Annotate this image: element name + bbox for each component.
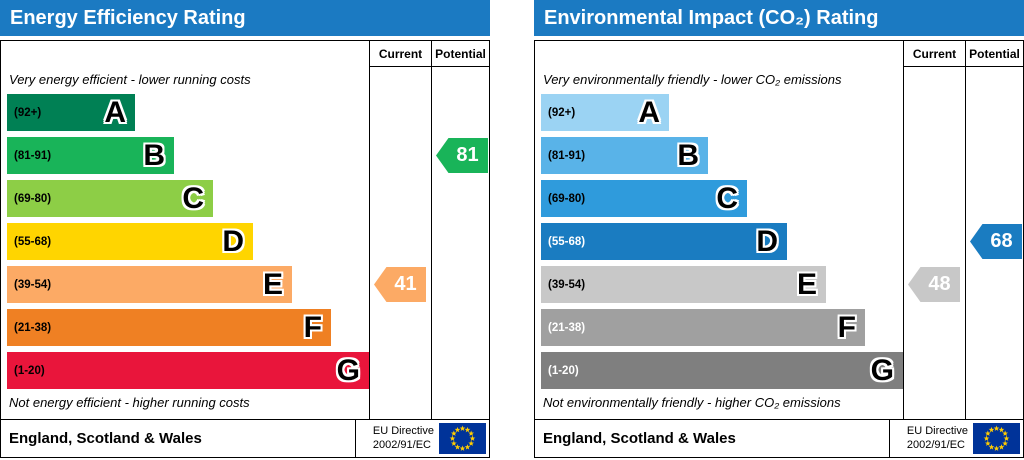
potential-rating-value: 68 [990,230,1013,252]
band-letter: F [303,310,322,344]
current-rating-arrow: 41 [374,267,426,302]
band-letter: C [716,181,738,215]
band-row-g: (1-20) G [535,349,903,392]
band-range-label: (55-68) [548,235,586,248]
band-row-g: (1-20) G [1,349,369,392]
eu-flag-icon [973,423,1020,454]
band-bar-f: (21-38) F [541,309,865,346]
band-bar-a: (92+) A [7,94,135,131]
potential-rating-value: 81 [456,144,479,166]
current-column-header: Current [369,41,431,67]
band-range-label: (55-68) [14,235,52,248]
band-range-label: (81-91) [548,149,586,162]
band-list: (92+) A (81-91) B (69-80) C [1,91,369,392]
energy-rating-chart: Current Potential Very energy efficient … [0,40,490,458]
band-letter: E [262,267,283,301]
footer-directive-section: EU Directive 2002/91/EC [355,420,489,457]
band-letter: B [677,138,699,172]
band-range-label: (39-54) [14,278,52,291]
band-letter: A [638,95,660,129]
band-bar-b: (81-91) B [541,137,708,174]
current-rating-column: 41 [369,67,431,419]
band-range-label: (69-80) [14,192,52,205]
potential-rating-arrow: 68 [970,224,1022,259]
band-bar-e: (39-54) E [541,266,826,303]
current-column-header: Current [903,41,965,67]
band-row-e: (39-54) E [1,263,369,306]
band-range-label: (81-91) [14,149,52,162]
band-range-label: (21-38) [14,321,52,334]
band-bar-c: (69-80) C [541,180,747,217]
band-row-d: (55-68) D [1,220,369,263]
footer-directive-section: EU Directive 2002/91/EC [889,420,1023,457]
band-bar-e: (39-54) E [7,266,292,303]
panel-footer: England, Scotland & Wales EU Directive 2… [535,419,1023,457]
band-list: (92+) A (81-91) B (69-80) C [535,91,903,392]
bottom-note: Not environmentally friendly - higher CO… [543,395,841,410]
band-range-label: (39-54) [548,278,586,291]
current-rating-value: 48 [928,273,951,295]
top-note: Very energy efficient - lower running co… [9,72,251,87]
bottom-note: Not energy efficient - higher running co… [9,395,250,410]
band-letter: E [796,267,817,301]
band-bar-f: (21-38) F [7,309,331,346]
band-bar-c: (69-80) C [7,180,213,217]
potential-rating-column: 68 [965,67,1023,419]
band-letter: G [870,353,894,387]
footer-region-label: England, Scotland & Wales [543,430,736,447]
eu-directive-label: EU Directive 2002/91/EC [372,424,434,451]
panel-footer: England, Scotland & Wales EU Directive 2… [1,419,489,457]
band-range-label: (1-20) [548,364,579,377]
corner-cell [535,41,903,67]
band-range-label: (21-38) [548,321,586,334]
band-bar-g: (1-20) G [7,352,369,389]
band-range-label: (1-20) [14,364,45,377]
band-bar-a: (92+) A [541,94,669,131]
co2-rating-chart: Current Potential Very environmentally f… [534,40,1024,458]
potential-column-header: Potential [431,41,489,67]
band-row-c: (69-80) C [1,177,369,220]
band-bar-g: (1-20) G [541,352,903,389]
band-letter: D [222,224,244,258]
eu-flag-icon [439,423,486,454]
band-scale: Very energy efficient - lower running co… [1,67,369,419]
corner-cell [1,41,369,67]
band-range-label: (92+) [14,106,42,119]
band-bar-b: (81-91) B [7,137,174,174]
band-row-d: (55-68) D [535,220,903,263]
band-row-b: (81-91) B [535,134,903,177]
panel-title: Environmental Impact (CO₂) Rating [534,0,1024,36]
band-letter: A [104,95,126,129]
current-rating-column: 48 [903,67,965,419]
band-row-f: (21-38) F [535,306,903,349]
band-range-label: (69-80) [548,192,586,205]
band-letter: C [182,181,204,215]
band-letter: B [143,138,165,172]
band-row-f: (21-38) F [1,306,369,349]
band-range-label: (92+) [548,106,576,119]
potential-column-header: Potential [965,41,1023,67]
potential-rating-column: 81 [431,67,489,419]
band-row-e: (39-54) E [535,263,903,306]
band-scale: Very environmentally friendly - lower CO… [535,67,903,419]
band-bar-d: (55-68) D [541,223,787,260]
panel-energy-efficiency: Energy Efficiency Rating Current Potenti… [0,0,490,458]
band-letter: D [756,224,778,258]
potential-rating-arrow: 81 [436,138,488,173]
panel-title: Energy Efficiency Rating [0,0,490,36]
band-row-b: (81-91) B [1,134,369,177]
band-row-a: (92+) A [1,91,369,134]
panel-environmental-impact: Environmental Impact (CO₂) Rating Curren… [534,0,1024,458]
top-note: Very environmentally friendly - lower CO… [543,72,842,87]
band-row-a: (92+) A [535,91,903,134]
current-rating-arrow: 48 [908,267,960,302]
footer-region-label: England, Scotland & Wales [9,430,202,447]
current-rating-value: 41 [394,273,417,295]
band-letter: F [837,310,856,344]
band-letter: G [336,353,360,387]
band-row-c: (69-80) C [535,177,903,220]
eu-directive-label: EU Directive 2002/91/EC [906,424,968,451]
band-bar-d: (55-68) D [7,223,253,260]
